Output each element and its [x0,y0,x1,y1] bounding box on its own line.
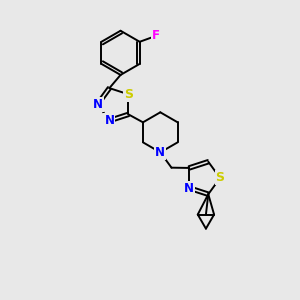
Text: F: F [152,29,160,42]
Text: N: N [104,114,114,127]
Text: N: N [93,98,103,111]
Text: N: N [155,146,165,159]
Text: S: S [216,172,225,184]
Text: N: N [184,182,194,194]
Text: S: S [124,88,133,101]
